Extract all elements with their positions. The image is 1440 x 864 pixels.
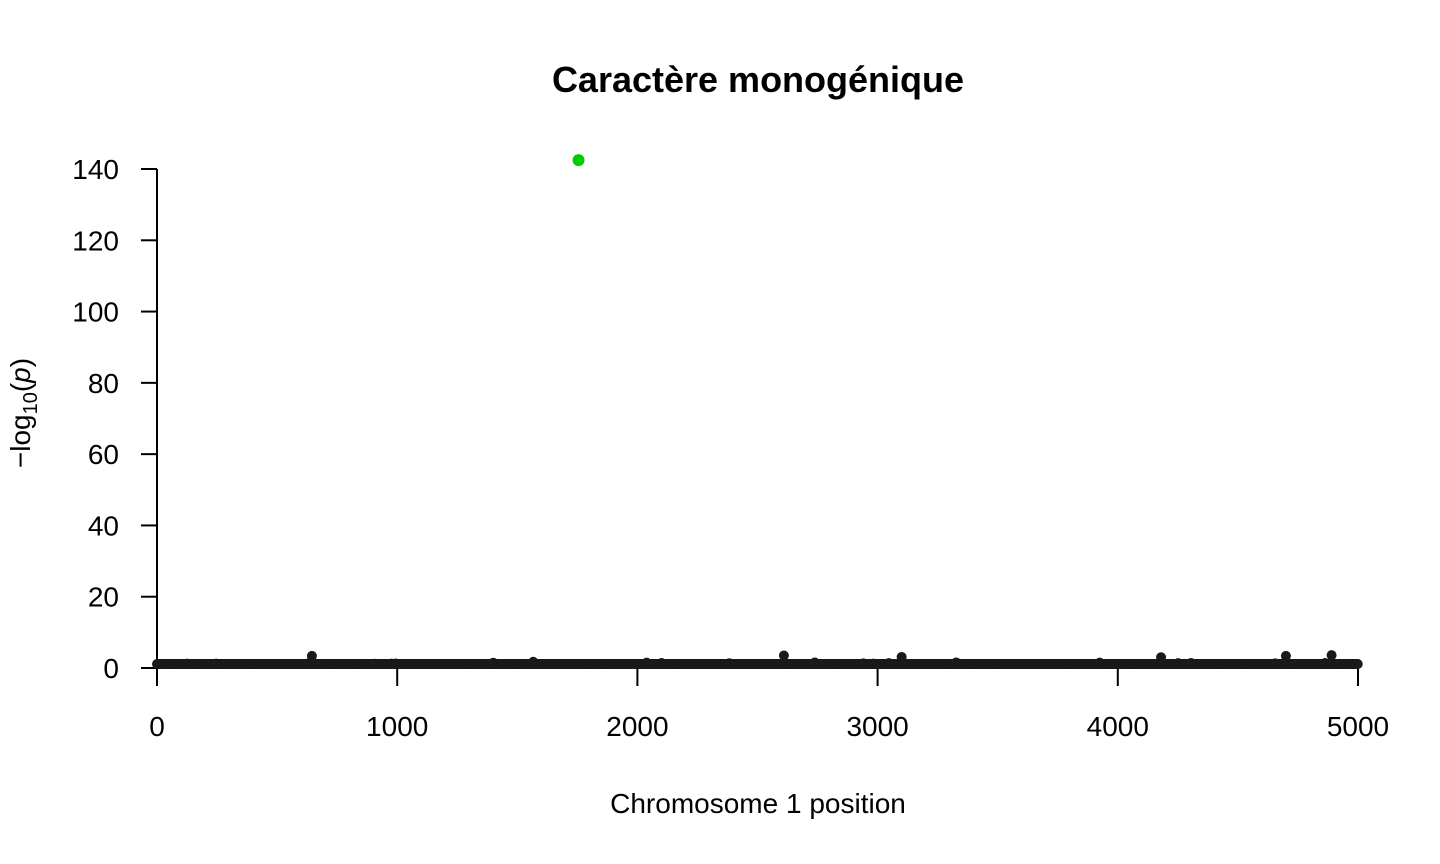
x-tick-label: 3000 [846,711,908,742]
snp-point [1352,659,1363,669]
y-tick-label: 100 [72,297,119,328]
snp-point-notable [1156,652,1167,663]
y-axis-label-subscript: 10 [20,392,42,414]
y-axis-label-prefix: −log [5,414,36,468]
x-axis-label: Chromosome 1 position [610,788,906,819]
significant-snp-point [572,154,585,167]
snp-point-notable [306,650,317,661]
y-tick-label: 60 [88,439,119,470]
x-tick-label: 1000 [366,711,428,742]
y-tick-label: 140 [72,154,119,185]
x-tick-label: 5000 [1327,711,1389,742]
x-tick-label: 4000 [1087,711,1149,742]
snp-point-notable [896,651,907,662]
snp-point-notable [778,650,789,661]
y-axis-label-open: ( [5,382,36,392]
y-axis-label-close: ) [5,358,36,367]
y-tick-label: 80 [88,368,119,399]
chart-title: Caractère monogénique [552,59,964,100]
y-tick-label: 120 [72,225,119,256]
x-tick-label: 0 [149,711,165,742]
y-axis: 0 20 40 60 80 100 120 140 [72,154,158,684]
y-tick-label: 0 [103,653,119,684]
data-points [152,154,1363,669]
x-tick-label: 2000 [606,711,668,742]
y-axis-label-var: p [5,367,36,384]
y-axis-label: −log10(p) [5,358,42,468]
snp-point-notable [1326,650,1337,661]
x-axis: 0 1000 2000 3000 4000 5000 [149,667,1389,742]
snp-point-notable [1280,650,1291,661]
y-tick-label: 20 [88,582,119,613]
y-tick-label: 40 [88,510,119,541]
